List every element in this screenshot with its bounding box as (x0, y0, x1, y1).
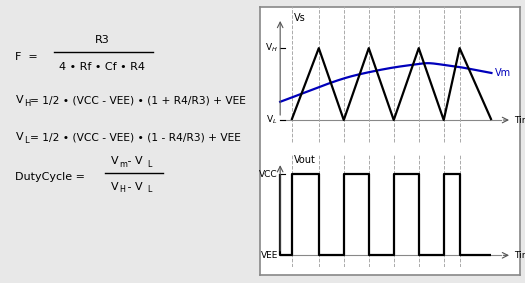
Text: L: L (24, 136, 28, 145)
Text: Vout: Vout (294, 155, 316, 165)
Text: V: V (111, 182, 119, 192)
Text: V: V (15, 132, 23, 142)
Text: H: H (119, 185, 125, 194)
Text: - V: - V (124, 156, 142, 166)
Text: R3: R3 (94, 35, 109, 45)
Text: DutyCycle =: DutyCycle = (15, 172, 86, 182)
Text: Time: Time (514, 115, 525, 125)
Text: = 1/2 • (VCC - VEE) • (1 + R4/R3) + VEE: = 1/2 • (VCC - VEE) • (1 + R4/R3) + VEE (30, 95, 246, 106)
Text: Vm: Vm (495, 68, 511, 78)
Text: L: L (147, 185, 151, 194)
Text: = 1/2 • (VCC - VEE) • (1 - R4/R3) + VEE: = 1/2 • (VCC - VEE) • (1 - R4/R3) + VEE (30, 132, 241, 142)
Text: - V: - V (124, 182, 142, 192)
Text: V$_H$: V$_H$ (265, 42, 278, 54)
Text: Vs: Vs (294, 13, 306, 23)
Text: Time: Time (514, 251, 525, 260)
Text: F  =: F = (15, 52, 38, 62)
Text: 4 • Rf • Cf • R4: 4 • Rf • Cf • R4 (59, 61, 145, 72)
Text: V: V (111, 156, 119, 166)
Text: H: H (24, 99, 30, 108)
Text: V$_L$: V$_L$ (267, 114, 278, 126)
Text: VEE: VEE (260, 251, 278, 260)
Text: m: m (119, 160, 127, 169)
Text: VCC: VCC (259, 170, 278, 179)
Text: L: L (147, 160, 151, 169)
Text: V: V (15, 95, 23, 106)
